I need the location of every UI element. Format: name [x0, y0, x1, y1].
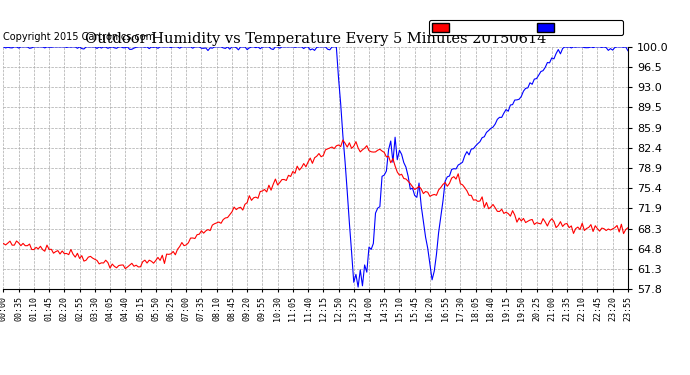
Text: Copyright 2015 Cartronics.com: Copyright 2015 Cartronics.com [3, 32, 155, 42]
Title: Outdoor Humidity vs Temperature Every 5 Minutes 20150614: Outdoor Humidity vs Temperature Every 5 … [85, 32, 546, 46]
Legend: Temperature (°F), Humidity (%): Temperature (°F), Humidity (%) [429, 20, 623, 35]
